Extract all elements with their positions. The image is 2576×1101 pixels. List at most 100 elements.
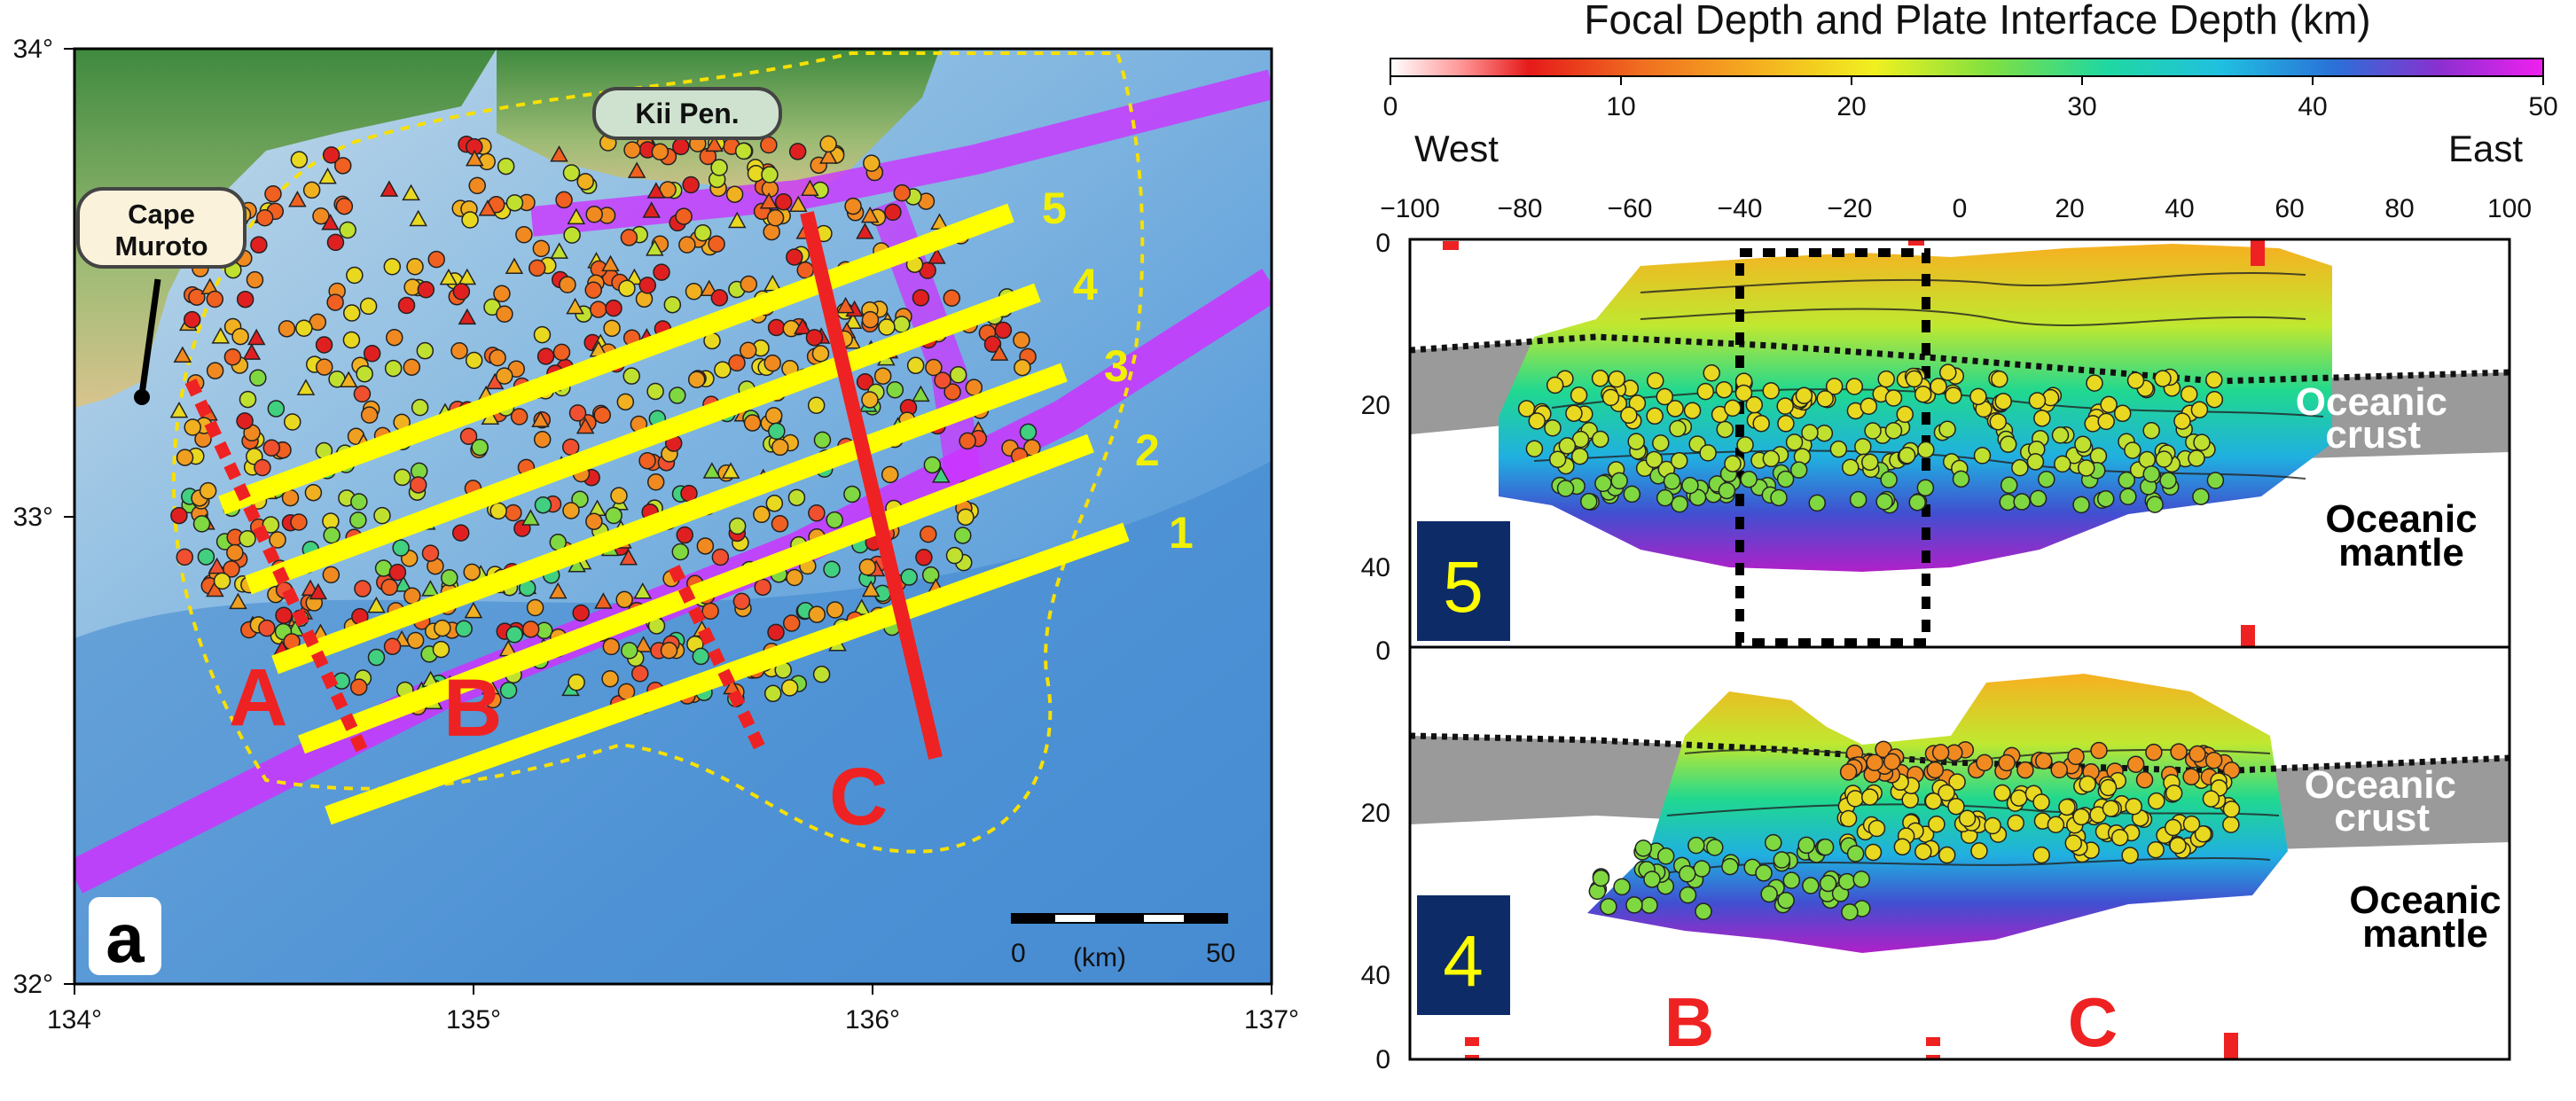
event-triangle xyxy=(207,557,226,574)
event-circle xyxy=(505,194,524,212)
event-circle xyxy=(1931,744,1950,761)
kii-label: Kii Pen. xyxy=(635,98,739,129)
event-circle xyxy=(2182,768,2200,785)
x-tick: −20 xyxy=(1828,194,1873,223)
event-circle xyxy=(660,641,678,660)
event-circle xyxy=(1884,389,1903,407)
event-triangle xyxy=(339,371,358,388)
event-triangle xyxy=(705,135,724,152)
scale-end: 50 xyxy=(1206,939,1235,968)
lon-tick-135: 135° xyxy=(446,1005,501,1035)
event-circle xyxy=(900,568,918,586)
event-circle xyxy=(236,412,254,430)
event-circle xyxy=(1973,447,1992,465)
event-triangle xyxy=(928,247,946,264)
xs4-mantle-label-2: mantle xyxy=(2362,912,2488,956)
event-circle xyxy=(856,373,874,391)
event-circle xyxy=(2079,775,2096,793)
event-circle xyxy=(1666,400,1684,418)
event-circle xyxy=(826,601,844,619)
event-circle xyxy=(1938,784,1955,802)
event-circle xyxy=(1839,763,1858,781)
event-circle xyxy=(1816,390,1834,408)
event-circle xyxy=(1916,479,1935,497)
event-triangle xyxy=(788,195,808,213)
event-circle xyxy=(2038,470,2055,488)
event-circle xyxy=(807,396,826,414)
event-circle xyxy=(1860,397,1878,416)
event-triangle xyxy=(627,161,646,178)
event-circle xyxy=(714,361,732,379)
event-circle xyxy=(536,347,555,365)
event-circle xyxy=(1829,440,1848,458)
section-letters: A B C xyxy=(229,652,888,842)
event-circle xyxy=(2206,472,2225,489)
event-triangle xyxy=(550,145,568,162)
event-circle xyxy=(1608,370,1625,388)
event-circle xyxy=(763,684,782,703)
event-triangle xyxy=(727,211,747,229)
event-circle xyxy=(1013,331,1030,349)
event-triangle xyxy=(594,592,613,609)
event-circle xyxy=(2100,395,2118,414)
event-triangle xyxy=(458,308,477,325)
cb-tick-50: 50 xyxy=(2528,92,2557,121)
event-circle xyxy=(708,235,725,254)
xs5-crust-label-2: crust xyxy=(2325,413,2421,457)
xs4-y-tick-bottom: 0 xyxy=(1375,1045,1390,1074)
event-triangle xyxy=(931,466,951,483)
event-circle xyxy=(1699,444,1717,462)
event-circle xyxy=(1546,376,1564,394)
xs4-letter-c: C xyxy=(2068,983,2118,1061)
event-circle xyxy=(1613,878,1631,896)
event-circle xyxy=(1715,380,1734,399)
event-triangle xyxy=(550,242,568,259)
event-circle xyxy=(290,151,309,168)
event-circle xyxy=(2205,371,2223,389)
event-circle xyxy=(2010,789,2028,807)
event-circle xyxy=(1938,420,1956,438)
event-circle xyxy=(616,393,635,411)
event-circle xyxy=(782,614,801,632)
event-circle xyxy=(710,159,728,176)
event-circle xyxy=(223,560,240,578)
east-label: East xyxy=(2448,128,2523,169)
event-circle xyxy=(943,383,961,401)
event-circle xyxy=(761,166,779,184)
event-circle xyxy=(843,485,861,504)
x-tick: 100 xyxy=(2487,194,2532,223)
event-circle xyxy=(1926,761,1945,779)
event-circle xyxy=(878,318,896,336)
event-circle xyxy=(861,391,879,409)
event-circle xyxy=(250,236,268,254)
xs4-id-box xyxy=(1417,895,1510,1015)
event-circle xyxy=(2050,761,2069,779)
event-circle xyxy=(1994,393,2012,410)
event-circle xyxy=(906,356,925,375)
event-circle xyxy=(555,191,573,209)
event-circle xyxy=(1939,363,1957,381)
event-circle xyxy=(1544,418,1562,437)
event-circle xyxy=(676,526,693,544)
event-circle xyxy=(262,439,281,457)
event-circle xyxy=(780,679,799,697)
event-circle xyxy=(1825,378,1844,395)
event-circle xyxy=(603,319,621,338)
muroto-label-line2: Muroto xyxy=(114,230,207,262)
event-circle xyxy=(176,449,194,466)
event-circle xyxy=(1755,864,1773,882)
event-circle xyxy=(1884,422,1903,440)
event-circle xyxy=(1640,896,1658,914)
event-circle xyxy=(2072,808,2090,826)
event-circle xyxy=(2029,489,2047,508)
event-circle xyxy=(2125,797,2142,816)
event-circle xyxy=(786,248,803,266)
section-letter-c: C xyxy=(829,752,888,842)
west-label: West xyxy=(1414,128,1499,169)
event-circle xyxy=(452,283,471,301)
profile-line-4 xyxy=(245,283,1041,595)
event-circle xyxy=(183,310,201,329)
event-circle xyxy=(1770,488,1788,507)
event-circle xyxy=(767,623,785,642)
xs5-y-tick-40: 40 xyxy=(1361,553,1390,582)
